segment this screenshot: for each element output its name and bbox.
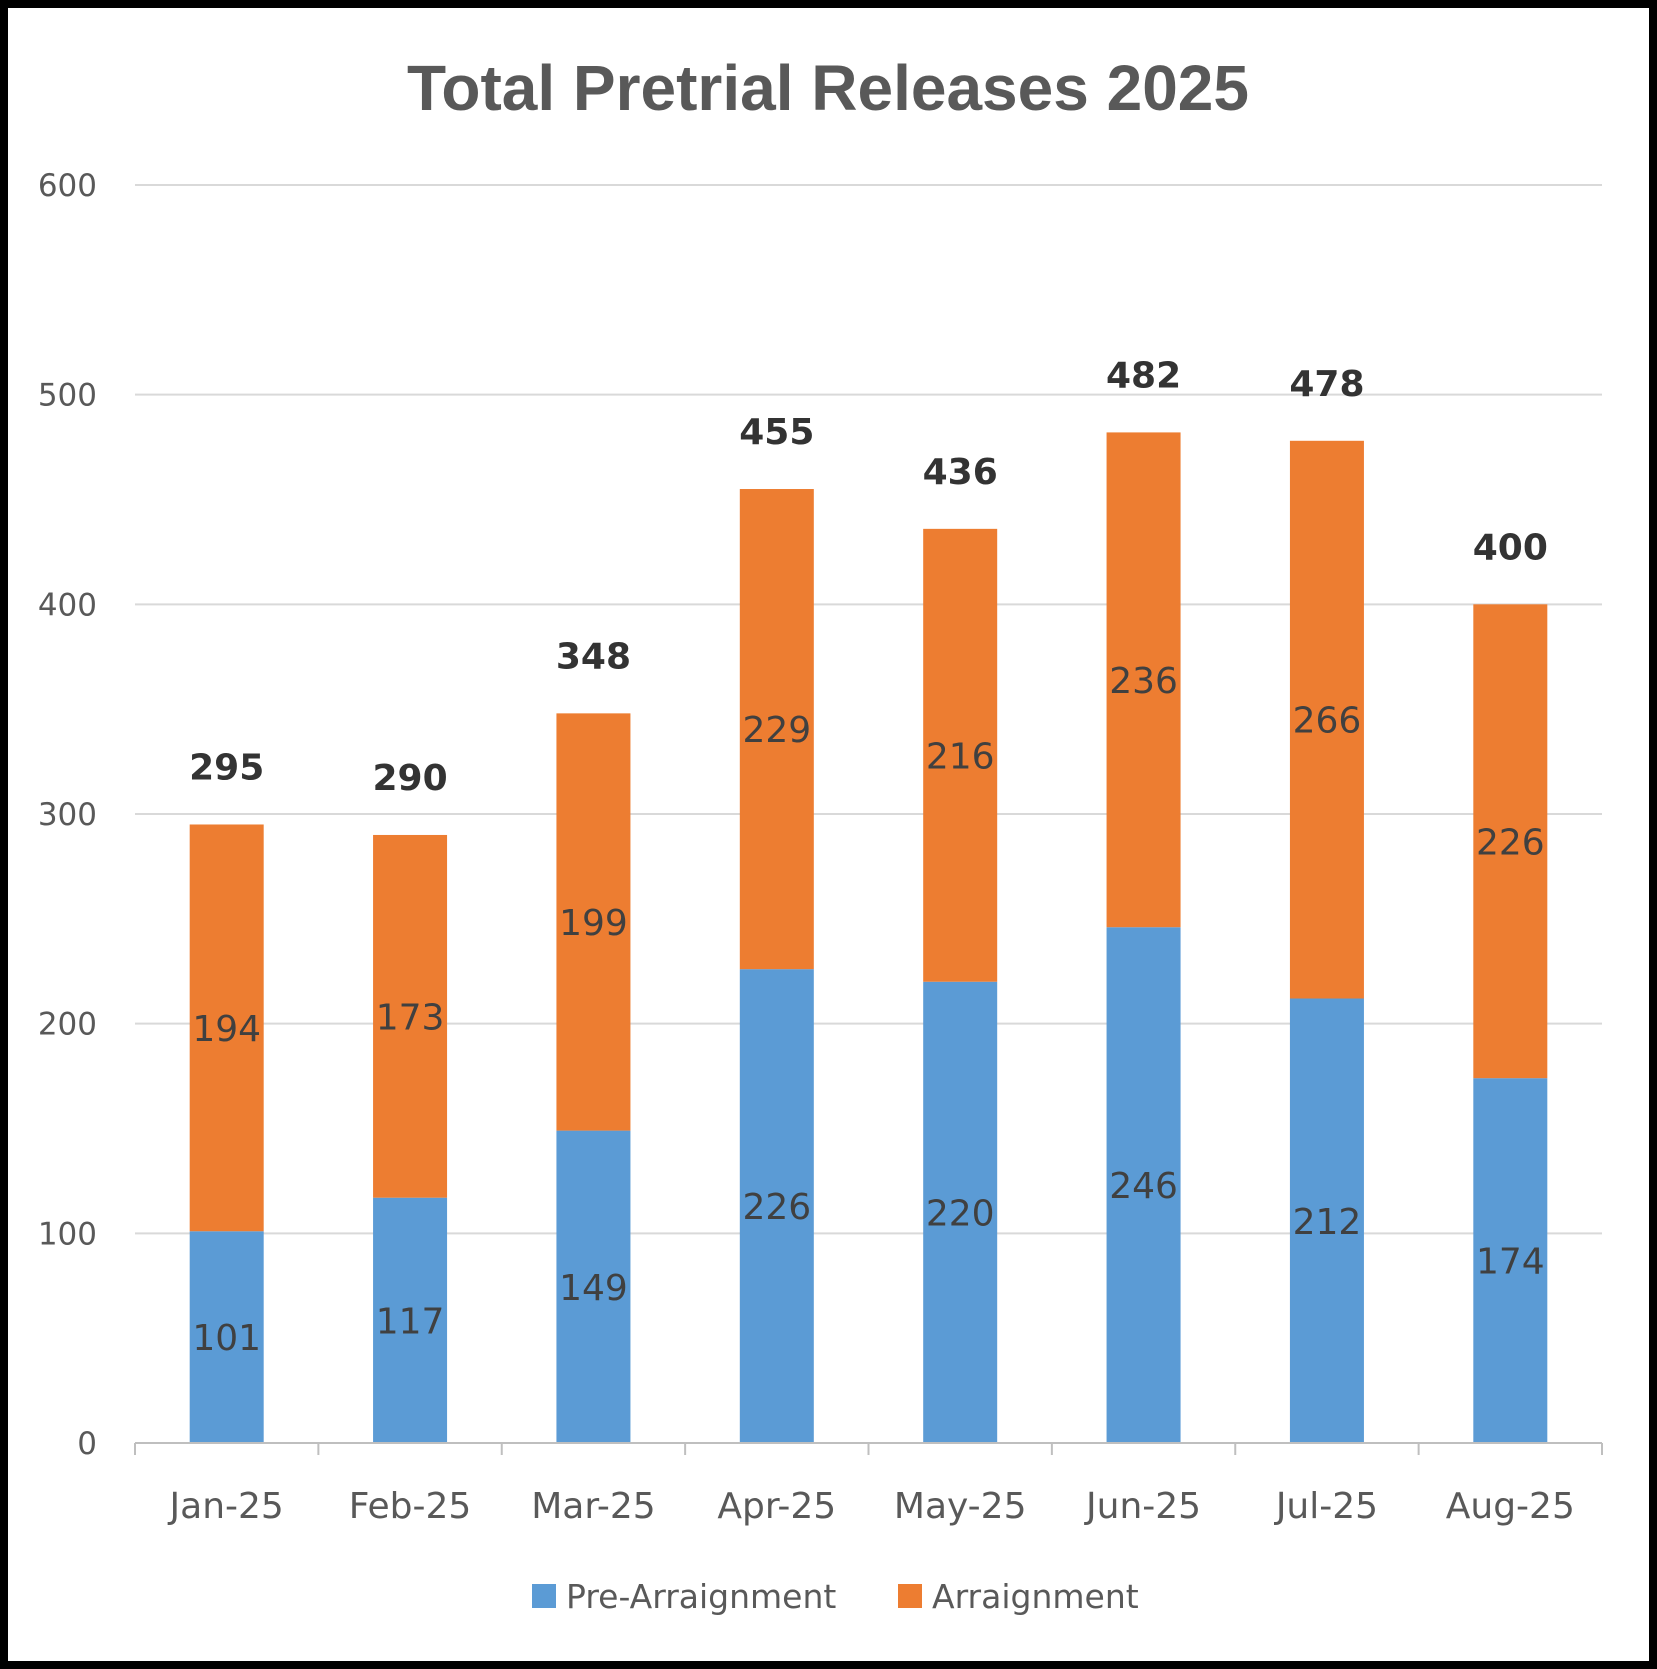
bar-pre-arraignment — [189, 1231, 264, 1443]
total-label: 455 — [739, 412, 814, 453]
x-tick-label: May-25 — [894, 1486, 1027, 1527]
data-label: 220 — [926, 1193, 995, 1234]
bar-pre-arraignment — [1473, 1078, 1548, 1443]
y-tick-label: 100 — [38, 1216, 97, 1252]
legend-label: Pre-Arraignment — [566, 1577, 836, 1616]
bar-pre-arraignment — [1289, 998, 1364, 1443]
y-tick-label: 0 — [77, 1426, 97, 1462]
x-tick-label: Jun-25 — [1084, 1486, 1201, 1527]
x-tick-label: Apr-25 — [717, 1486, 836, 1527]
data-label: 149 — [559, 1268, 628, 1309]
bar-pre-arraignment — [373, 1197, 448, 1443]
x-tick-label: Mar-25 — [531, 1486, 655, 1527]
legend-label: Arraignment — [932, 1577, 1139, 1616]
bar-pre-arraignment — [739, 969, 814, 1443]
total-label: 295 — [189, 747, 264, 788]
bar-pre-arraignment — [923, 981, 998, 1443]
data-label: 212 — [1293, 1202, 1362, 1243]
total-label: 290 — [372, 758, 447, 799]
bar-pre-arraignment — [1106, 927, 1181, 1443]
bar-pre-arraignment — [556, 1130, 631, 1443]
bar-arraignment — [1473, 604, 1548, 1079]
y-tick-label: 600 — [38, 168, 97, 204]
bar-arraignment — [556, 713, 631, 1131]
x-axis: Jan-25 Feb-25 Mar-25 Apr-25 May-25 Jun-25 Jul-… — [134, 1442, 1603, 1527]
data-label: 246 — [1109, 1166, 1178, 1207]
data-label: 216 — [926, 736, 995, 777]
data-label: 174 — [1476, 1242, 1545, 1283]
data-label: 266 — [1293, 701, 1362, 742]
legend: Pre-Arraignment Arraignment — [532, 1577, 1139, 1616]
gridlines — [135, 184, 1602, 1235]
legend-swatch — [898, 1584, 922, 1608]
bar-arraignment — [923, 528, 998, 982]
y-tick-label: 500 — [38, 378, 97, 414]
y-tick-label: 200 — [38, 1007, 97, 1043]
bar-arraignment — [1106, 432, 1181, 928]
total-label: 482 — [1106, 355, 1181, 396]
total-label: 436 — [923, 452, 998, 493]
data-label: 173 — [376, 997, 445, 1038]
x-tick-label: Jan-25 — [168, 1486, 284, 1527]
y-axis: 0 100 200 300 400 500 600 — [38, 168, 97, 1462]
legend-swatch — [532, 1584, 556, 1608]
data-label: 101 — [192, 1318, 261, 1359]
y-tick-label: 300 — [38, 797, 97, 833]
x-tick-label: Jul-25 — [1274, 1486, 1378, 1527]
total-label: 400 — [1473, 527, 1548, 568]
bars: 101 194 295 117 173 290 149 199 348 226 229 455 220 2… — [189, 355, 1548, 1443]
bar-arraignment — [373, 834, 448, 1198]
total-label: 348 — [556, 636, 631, 677]
data-label: 194 — [192, 1009, 261, 1050]
data-label: 236 — [1109, 661, 1178, 702]
chart-title: Total Pretrial Releases 2025 — [407, 52, 1249, 124]
x-tick-label: Feb-25 — [349, 1486, 472, 1527]
data-label: 117 — [376, 1301, 445, 1342]
bar-arraignment — [189, 824, 264, 1232]
data-label: 199 — [559, 903, 628, 944]
data-label: 229 — [742, 710, 811, 751]
y-tick-label: 400 — [38, 587, 97, 623]
bar-arraignment — [1289, 440, 1364, 999]
x-tick-label: Aug-25 — [1446, 1486, 1575, 1527]
data-label: 226 — [742, 1187, 811, 1228]
bar-arraignment — [739, 489, 814, 970]
total-label: 478 — [1289, 364, 1364, 405]
data-label: 226 — [1476, 822, 1545, 863]
